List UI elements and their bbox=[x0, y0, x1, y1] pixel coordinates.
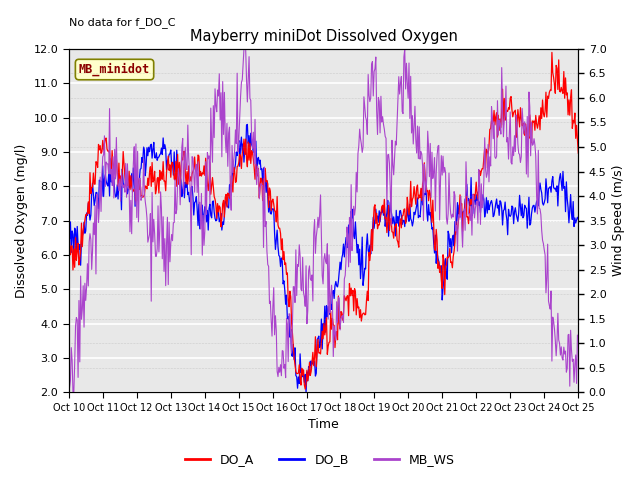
Y-axis label: Dissolved Oxygen (mg/l): Dissolved Oxygen (mg/l) bbox=[15, 144, 28, 298]
X-axis label: Time: Time bbox=[308, 419, 339, 432]
Text: MB_minidot: MB_minidot bbox=[79, 63, 150, 76]
Legend: DO_A, DO_B, MB_WS: DO_A, DO_B, MB_WS bbox=[180, 448, 460, 471]
Title: Mayberry miniDot Dissolved Oxygen: Mayberry miniDot Dissolved Oxygen bbox=[189, 28, 458, 44]
Y-axis label: Wind Speed (m/s): Wind Speed (m/s) bbox=[612, 165, 625, 276]
Text: No data for f_DO_C: No data for f_DO_C bbox=[68, 17, 175, 28]
